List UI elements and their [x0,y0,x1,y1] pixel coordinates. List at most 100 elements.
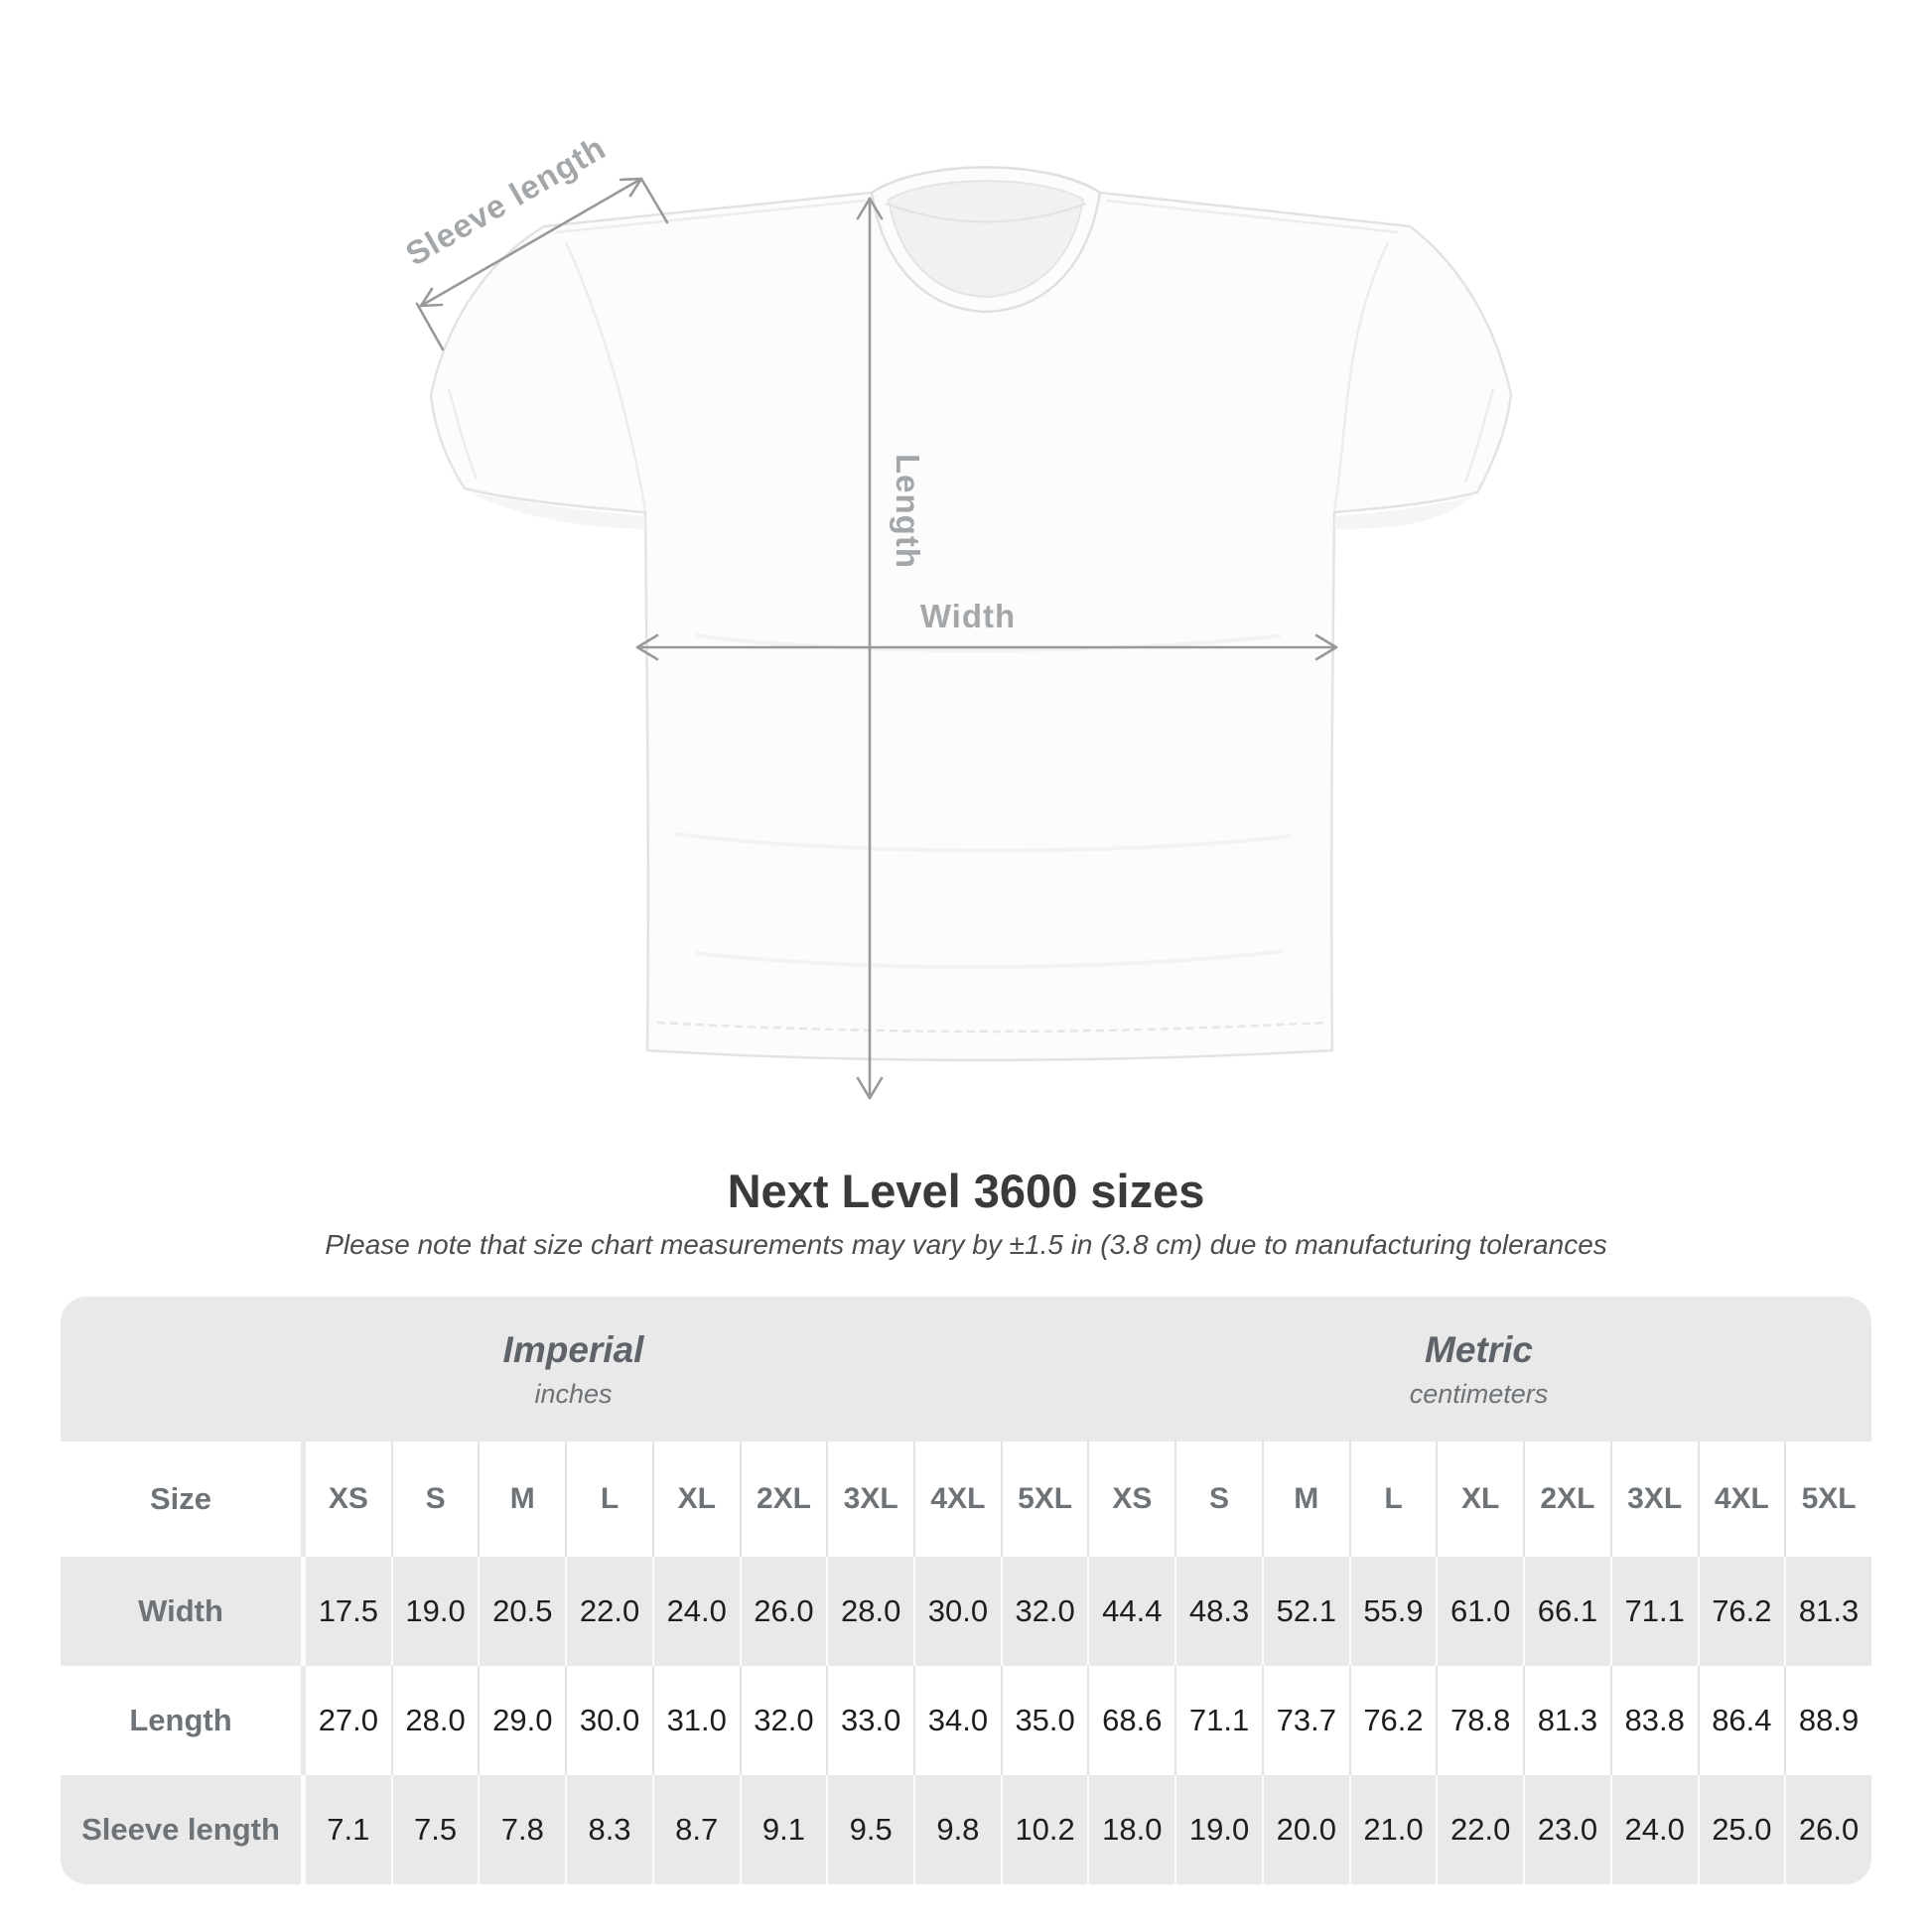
page-title: Next Level 3600 sizes [727,1165,1205,1217]
size-header-cell: S [393,1442,481,1557]
size-header-cell: 2XL [742,1442,829,1557]
value-cell: 7.5 [393,1775,481,1884]
value-cell: 28.0 [393,1666,481,1775]
length-label: Length [890,454,926,569]
sleeve-dimension-arrow [415,177,669,351]
value-cell: 7.1 [306,1775,393,1884]
value-cell: 26.0 [1798,1812,1860,1847]
value-cell: 29.0 [480,1666,568,1775]
value-cell: 31.0 [654,1666,742,1775]
value-cell: 9.8 [915,1775,1003,1884]
metric-unit: centimeters [1409,1378,1549,1409]
value-cell: 61.0 [1438,1557,1526,1666]
value-cell: 44.4 [1089,1557,1177,1666]
value-cell: 8.3 [567,1775,654,1884]
value-cell: 22.0 [1438,1775,1526,1884]
value-cell: 26.0 [742,1557,829,1666]
value-cell: 7.8 [480,1775,568,1884]
value-cell: 34.0 [915,1666,1003,1775]
value-cell: 66.1 [1525,1557,1612,1666]
metric-header: Metric [1425,1328,1533,1370]
value-cell: 9.1 [742,1775,829,1884]
value-cell: 23.0 [1525,1775,1612,1884]
value-cell: 35.0 [1003,1666,1090,1775]
size-header-cell: XS [306,1442,393,1557]
value-cell: 10.2 [1003,1775,1090,1884]
value-cell: 21.0 [1351,1775,1439,1884]
table-row: Length 27.0 28.0 29.0 30.0 31.0 32.0 33.0 34.0 35… [61,1666,1871,1775]
row-label: Length [61,1666,306,1775]
hem-stitch [656,1021,1325,1034]
size-header-cell: 2XL [1525,1442,1612,1557]
imperial-unit: inches [534,1378,613,1409]
size-header-cell: 3XL [828,1442,916,1557]
value-cell: 19.0 [393,1557,481,1666]
row-label: Sleeve length [61,1775,306,1884]
value-cell: 55.9 [1351,1557,1439,1666]
imperial-header: Imperial [502,1328,644,1370]
value-cell: 30.0 [915,1557,1003,1666]
size-header-cell: XL [654,1442,742,1557]
table-row: Width 17.5 19.0 20.5 22.0 24.0 26.0 28.0 30.0 32.… [61,1557,1871,1666]
value-cell: 76.2 [1700,1557,1787,1666]
value-cell: 8.7 [654,1775,742,1884]
value-cell: 20.5 [480,1557,568,1666]
size-header-cell: 3XL [1612,1442,1700,1557]
row-label: Size [61,1442,306,1557]
value-cell: 52.1 [1264,1557,1351,1666]
value-cell: 71.1 [1176,1666,1264,1775]
size-header-cell: L [567,1442,654,1557]
back-neck-seam [885,203,1087,223]
size-table: Imperial inches Metric centimeters Size X… [61,1297,1871,1884]
value-cell: 28.0 [828,1557,916,1666]
value-cell: 32.0 [1003,1557,1090,1666]
value-cell: 17.5 [306,1557,393,1666]
value-cell: 9.5 [828,1775,916,1884]
value-cell: 76.2 [1351,1666,1439,1775]
left-sleeve-shadow [469,492,645,529]
wrinkles [674,633,1292,970]
page-subtitle: Please note that size chart measurements… [325,1229,1607,1260]
value-cell: 27.0 [306,1666,393,1775]
value-cell: 86.4 [1700,1666,1787,1775]
unit-group-metric: Metric centimeters [1086,1297,1871,1442]
value-cell: 83.8 [1612,1666,1700,1775]
size-header-cell: L [1351,1442,1439,1557]
value-cell: 48.3 [1176,1557,1264,1666]
size-header-cell: 4XL [1700,1442,1787,1557]
value-cell: 25.0 [1700,1775,1787,1884]
value-cell: 24.0 [1612,1775,1700,1884]
width-label: Width [920,598,1016,634]
value-cell: 78.8 [1438,1666,1526,1775]
size-header-cell: M [480,1442,568,1557]
value-cell: 68.6 [1089,1666,1177,1775]
value-cell: 81.3 [1525,1666,1612,1775]
collar-opening [887,180,1085,299]
value-cell: 73.7 [1264,1666,1351,1775]
value-cell: 30.0 [567,1666,654,1775]
value-cell: 18.0 [1089,1775,1177,1884]
size-header-cell: XS [1089,1442,1177,1557]
value-cell: 24.0 [654,1557,742,1666]
value-cell: 22.0 [567,1557,654,1666]
size-header-cell: XL [1438,1442,1526,1557]
size-header-cell: 5XL [1003,1442,1090,1557]
table-rows: Size XS S M L XL 2XL 3XL 4XL 5XL XS S M L XL 2XL 3XL 4XL 5… [61,1442,1871,1884]
value-cell: 81.3 [1798,1593,1860,1628]
value-cell: 19.0 [1176,1775,1264,1884]
right-sleeve-shadow [1334,495,1473,529]
value-cell: 71.1 [1612,1557,1700,1666]
unit-header-row: Imperial inches Metric centimeters [61,1297,1871,1442]
size-header-row: Size XS S M L XL 2XL 3XL 4XL 5XL XS S M L XL 2XL 3XL 4XL 5… [61,1442,1871,1557]
value-cell: 33.0 [828,1666,916,1775]
width-dimension-arrow [635,633,1338,661]
armhole-seams [447,199,1495,511]
table-row: Sleeve length 7.1 7.5 7.8 8.3 8.7 9.1 9.5 9.8 10.… [61,1775,1871,1884]
tshirt-diagram: Sleeve length Length Width [399,129,1513,1100]
row-label: Width [61,1557,306,1666]
size-header-cell: S [1176,1442,1264,1557]
unit-group-imperial: Imperial inches [61,1297,1086,1442]
size-header-cell: 4XL [915,1442,1003,1557]
value-cell: 20.0 [1264,1775,1351,1884]
